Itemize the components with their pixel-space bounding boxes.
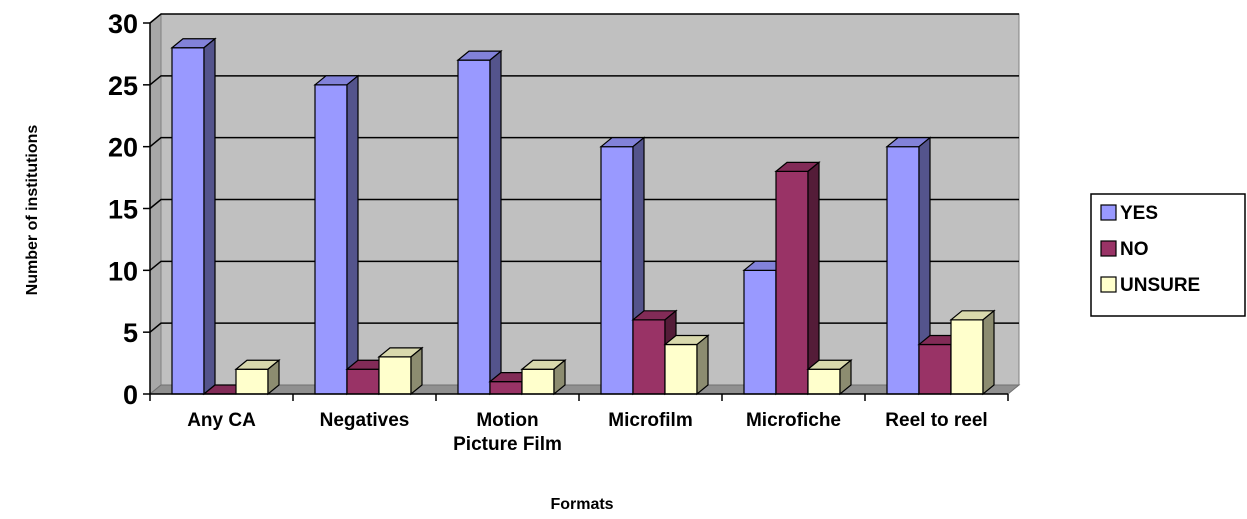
bar: [885, 136, 932, 396]
gridline: [149, 75, 1019, 86]
bar-side: [553, 359, 566, 396]
gridline: [149, 13, 1019, 24]
bar-front: [457, 59, 491, 395]
bar: [170, 37, 217, 396]
bar-front: [664, 343, 698, 395]
gridline: [149, 198, 1019, 210]
gridline: [149, 260, 1019, 271]
bar: [663, 334, 710, 396]
bar-front: [600, 146, 634, 395]
y-tick-labels: 0 5 10 15 20 25 30: [108, 9, 150, 410]
y-tick-label: 30: [108, 9, 138, 39]
y-tick-label: 20: [108, 133, 138, 163]
bar-side: [839, 359, 852, 396]
x-category-label: Microfilm: [608, 410, 692, 431]
bar-front: [235, 368, 269, 395]
x-category-label: Motion Picture Film: [453, 410, 562, 455]
x-category-labels: Any CA Negatives Motion Picture Film Microfi…: [187, 410, 988, 455]
bar-side: [203, 37, 216, 396]
legend-label: YES: [1120, 203, 1158, 224]
gridline: [149, 136, 1019, 148]
bar-front: [378, 356, 412, 395]
y-tick-label: 15: [108, 195, 138, 225]
bar-front: [314, 84, 348, 395]
gridline: [149, 322, 1019, 333]
legend-label: UNSURE: [1120, 275, 1200, 296]
legend-swatch: [1100, 240, 1117, 257]
bar: [377, 346, 424, 396]
legend-box: [1090, 193, 1246, 317]
bar-front: [918, 343, 952, 395]
bar-front: [171, 47, 205, 395]
y-tick-label: 5: [123, 318, 138, 348]
y-axis-title: Number of institutions: [24, 125, 41, 296]
bar-side: [267, 359, 280, 396]
bar-front: [886, 146, 920, 395]
bar-front: [950, 319, 984, 395]
bar-front: [775, 170, 809, 395]
bar-front: [521, 368, 555, 395]
bar-side: [346, 74, 359, 396]
bar-side: [982, 309, 995, 396]
bars: [170, 37, 996, 396]
legend-swatch: [1100, 204, 1117, 221]
legend-label: NO: [1120, 239, 1149, 260]
x-category-label: Any CA: [187, 410, 256, 431]
bar-front: [489, 381, 523, 395]
bar-front: [632, 319, 666, 395]
x-axis-title: Formats: [550, 496, 613, 513]
bar: [520, 359, 567, 396]
x-category-label: Negatives: [320, 410, 410, 431]
y-tick-label: 0: [123, 380, 138, 410]
gridlines: [149, 13, 1019, 333]
y-tick-label: 10: [108, 256, 138, 286]
bar: [234, 359, 281, 396]
x-category-label: Microfiche: [746, 410, 841, 431]
x-category-label: Reel to reel: [885, 410, 987, 431]
bar-side: [807, 161, 820, 396]
bar-side: [410, 346, 423, 396]
y-tick-label: 25: [108, 71, 138, 101]
bar-side: [489, 49, 502, 396]
bar: [806, 359, 853, 396]
bar-front: [743, 269, 777, 395]
bar-side: [696, 334, 709, 396]
legend: YES NO UNSURE: [1090, 193, 1246, 317]
bar: [949, 309, 996, 396]
bar: [456, 49, 503, 396]
bar: [774, 161, 821, 396]
bar-front: [807, 368, 841, 395]
bar: [313, 74, 360, 396]
bar-front: [346, 368, 380, 395]
legend-swatch: [1100, 276, 1117, 293]
